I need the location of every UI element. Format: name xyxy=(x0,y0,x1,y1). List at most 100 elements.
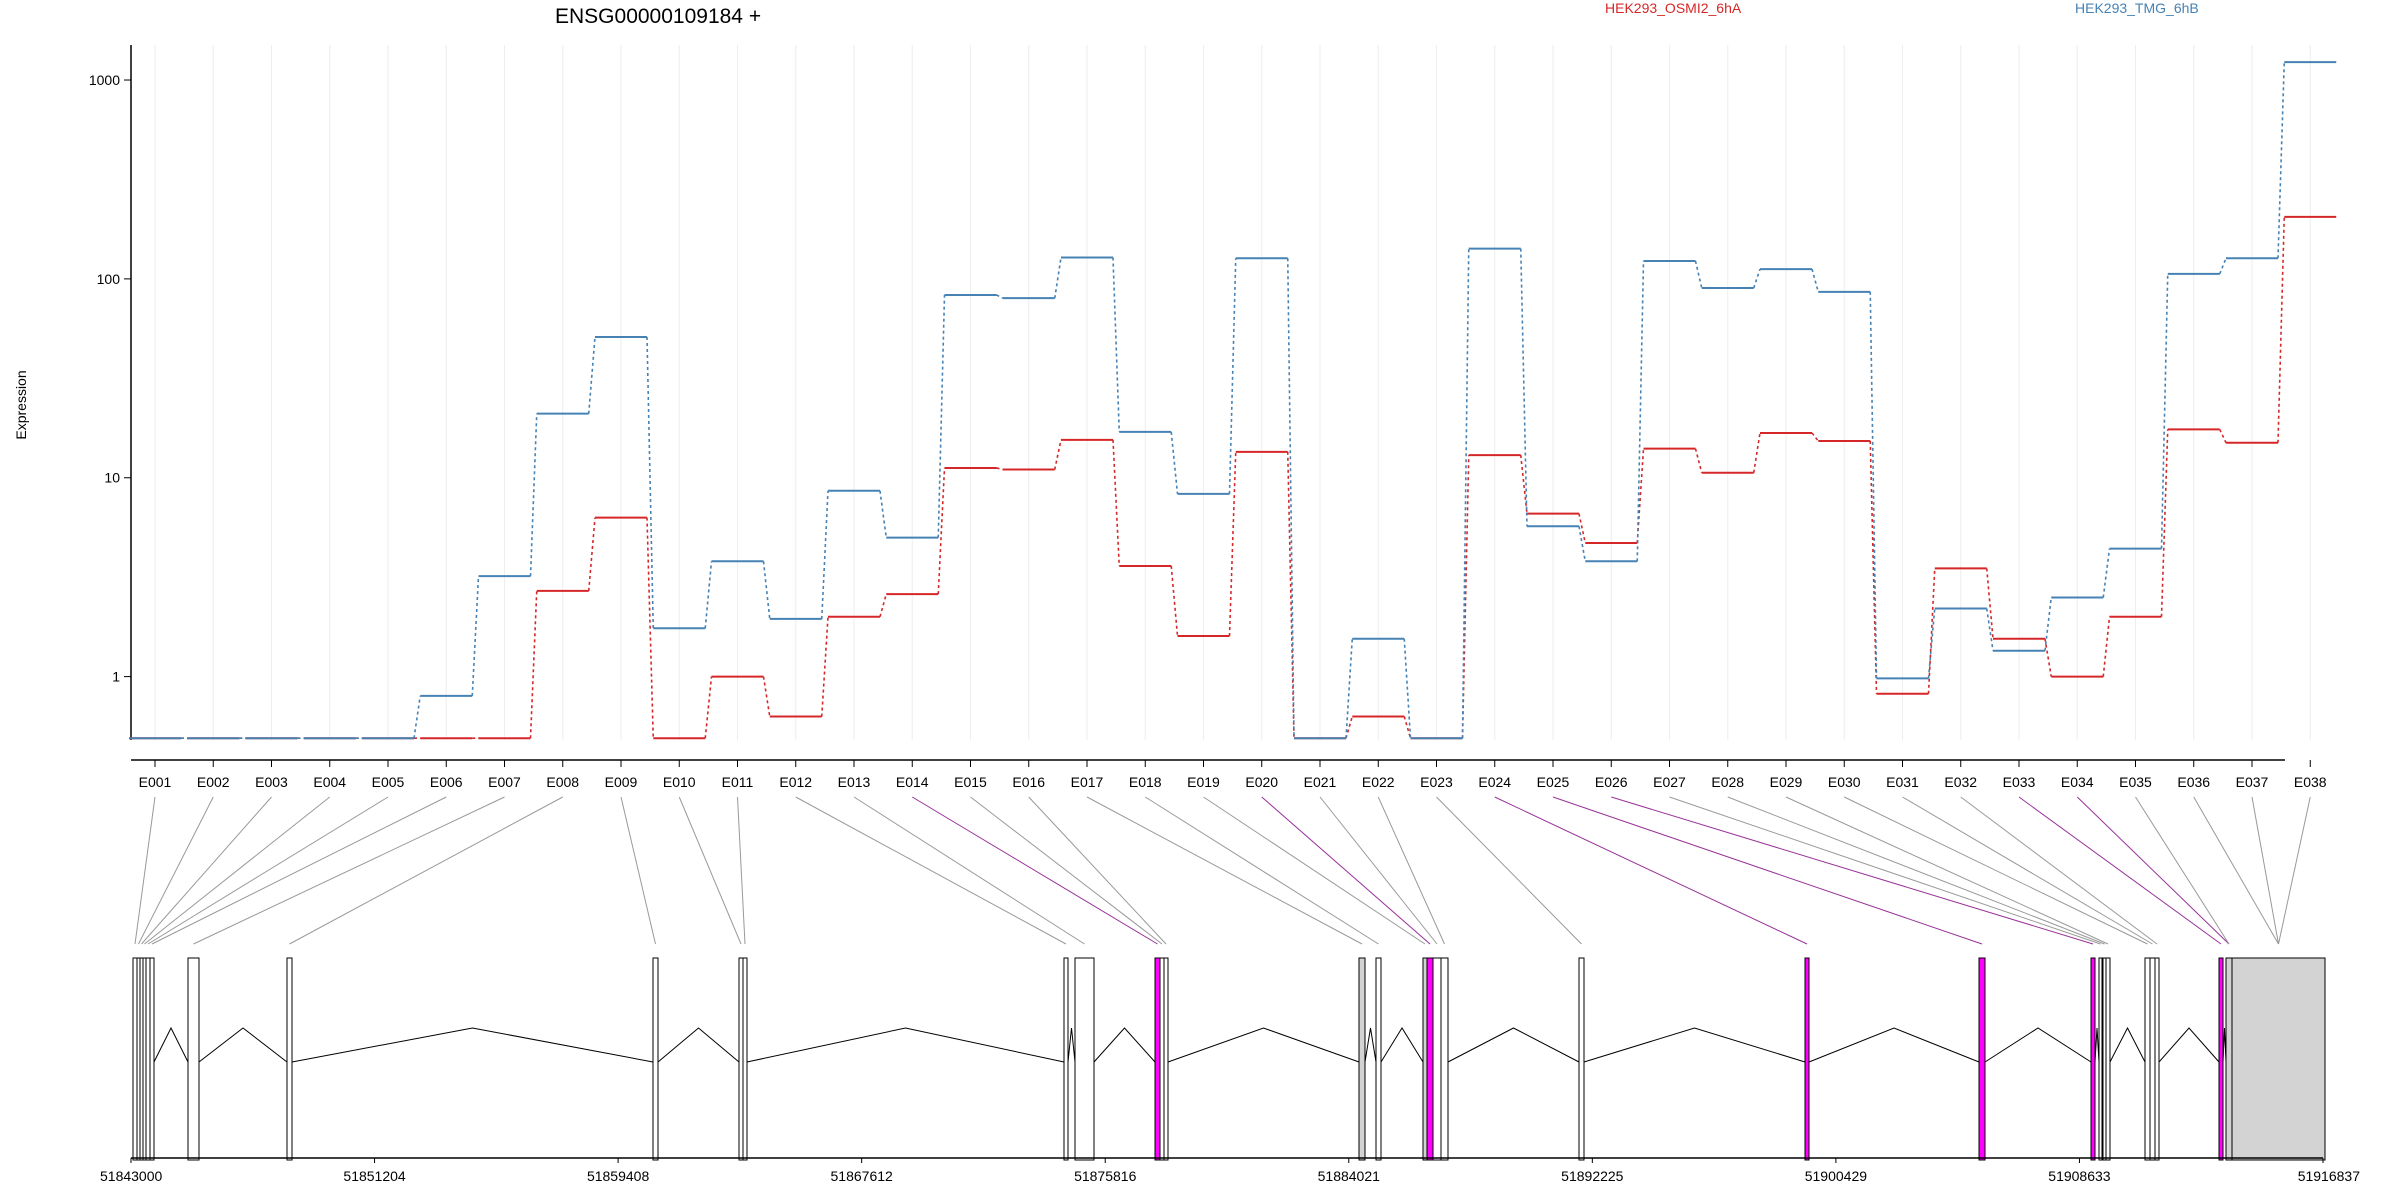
series-1-transition xyxy=(879,593,888,617)
exon-block-E027 xyxy=(2098,957,2103,1161)
x-tick-label-E004: E004 xyxy=(313,774,346,790)
series-1-transition xyxy=(1578,513,1587,544)
coordinate-tick-label: 51867612 xyxy=(831,1168,894,1184)
x-tick-label-E036: E036 xyxy=(2177,774,2210,790)
series-2-transition xyxy=(1228,258,1237,494)
x-tick-label-E012: E012 xyxy=(779,774,812,790)
series-2-transition xyxy=(996,294,1004,299)
exon-connector-E004 xyxy=(144,796,331,945)
exon-connector-E009 xyxy=(620,796,656,945)
series-2-transition xyxy=(1112,257,1121,432)
series-1-transition xyxy=(1636,448,1645,544)
exon-connector-E034 xyxy=(2076,796,2230,945)
coordinate-tick-label: 51875816 xyxy=(1074,1168,1137,1184)
series-2-transition xyxy=(879,490,888,538)
chart-title: ENSG00000109184 + xyxy=(555,5,761,28)
exon-connector-E018 xyxy=(1144,796,1379,945)
series-1-transition xyxy=(1519,455,1528,514)
series-2-transition xyxy=(1170,431,1179,494)
series-2-transition xyxy=(1286,258,1295,739)
series-2-transition xyxy=(2044,597,2053,651)
exon-block-E008 xyxy=(286,957,293,1161)
exon-connector-E028 xyxy=(1727,796,2105,945)
x-tick-label-E018: E018 xyxy=(1129,774,1162,790)
exon-connector-E021 xyxy=(1319,796,1438,945)
series-2-transition xyxy=(1053,257,1062,299)
exon-block-E005 xyxy=(145,957,151,1161)
y-tick-label: 1000 xyxy=(89,72,120,88)
series-2-transition xyxy=(937,294,946,538)
x-tick-label-E027: E027 xyxy=(1653,774,1686,790)
series-1-transition xyxy=(587,517,596,591)
x-tick-label-E008: E008 xyxy=(546,774,579,790)
x-tick-label-E011: E011 xyxy=(722,774,754,790)
series-1-transition xyxy=(1403,716,1412,739)
exon-block-E001 xyxy=(132,957,138,1161)
series-2-transition xyxy=(2160,273,2169,549)
x-tick-label-E028: E028 xyxy=(1711,774,1744,790)
exon-connector-E015 xyxy=(970,796,1163,945)
exon-block-E019 xyxy=(1422,957,1428,1161)
exon-connector-E010 xyxy=(678,796,742,945)
exon-connector-E030 xyxy=(1844,796,2148,945)
x-tick-label-E034: E034 xyxy=(2061,774,2094,790)
series-2-transition xyxy=(1519,248,1528,527)
exon-block-E023 xyxy=(1578,957,1585,1161)
exon-block-E025 xyxy=(1978,957,1986,1161)
exon-block-E032 xyxy=(2154,957,2160,1161)
exon-connector-E005 xyxy=(147,796,389,945)
exon-connector-E002 xyxy=(138,796,214,945)
exon-connector-E036 xyxy=(2193,796,2279,945)
exon-connector-E023 xyxy=(1436,796,1582,945)
exon-block-E020 xyxy=(1426,957,1434,1161)
series-2-transition xyxy=(762,561,771,620)
series-2-transition xyxy=(1461,248,1470,739)
x-tick-label-E009: E009 xyxy=(605,774,638,790)
exon-block-E030 xyxy=(2144,957,2151,1161)
x-tick-label-E016: E016 xyxy=(1012,774,1045,790)
series-2-transition xyxy=(646,337,655,629)
series-1-transition xyxy=(2219,429,2227,444)
genomic-coordinate-axis: 51843000 51851204 51859408 51867612 51875816… xyxy=(100,1157,2361,1184)
exon-connector-E025 xyxy=(1552,796,1983,945)
exon-block-E017 xyxy=(1358,957,1366,1161)
coordinate-tick-label: 51884021 xyxy=(1318,1168,1381,1184)
y-tick-label: 1 xyxy=(112,669,120,685)
series-1-transition xyxy=(1927,568,1936,694)
series-2-transition xyxy=(413,695,422,739)
exon-connector-E012 xyxy=(795,796,1067,945)
x-tick-label-E020: E020 xyxy=(1245,774,1278,790)
series-2-transition xyxy=(1985,608,1994,651)
x-tick-label-E017: E017 xyxy=(1071,774,1104,790)
exon-connector-E033 xyxy=(2018,796,2222,945)
y-tick-label: 100 xyxy=(97,271,121,287)
coordinate-tick-label: 51916837 xyxy=(2298,1168,2361,1184)
series-2-transition xyxy=(471,576,480,696)
series-2-transition xyxy=(1345,638,1354,739)
x-tick-label-E031: E031 xyxy=(1886,774,1919,790)
x-tick-label-E003: E003 xyxy=(255,774,288,790)
series-1-transition xyxy=(2044,638,2053,677)
exon-block-E010 xyxy=(738,957,744,1161)
exon-connector-E016 xyxy=(1028,796,1167,945)
x-tick-label-E005: E005 xyxy=(372,774,405,790)
legend-series-2-label: HEK293_TMG_6hB xyxy=(2075,0,2199,16)
series-1-transition xyxy=(646,517,655,739)
exon-connector-E035 xyxy=(2135,796,2230,945)
x-tick-label-E010: E010 xyxy=(663,774,696,790)
series-1-transition xyxy=(2160,429,2169,617)
coordinate-tick-label: 51900429 xyxy=(1805,1168,1868,1184)
series-1-transition xyxy=(1752,432,1761,473)
series-1-transition xyxy=(1053,439,1062,470)
y-axis-label: Expression xyxy=(13,370,29,439)
exon-block-E009 xyxy=(652,957,659,1161)
exon-connector-E022 xyxy=(1377,796,1445,945)
exon-block-E021 xyxy=(1432,957,1442,1161)
series-1-transition xyxy=(529,590,538,739)
exon-connector-E017 xyxy=(1086,796,1363,945)
exon-connector-E003 xyxy=(141,796,272,945)
exon-connector-E038 xyxy=(2278,796,2311,945)
coordinate-tick-label: 51892225 xyxy=(1561,1168,1624,1184)
exon-connector-E008 xyxy=(289,796,563,945)
